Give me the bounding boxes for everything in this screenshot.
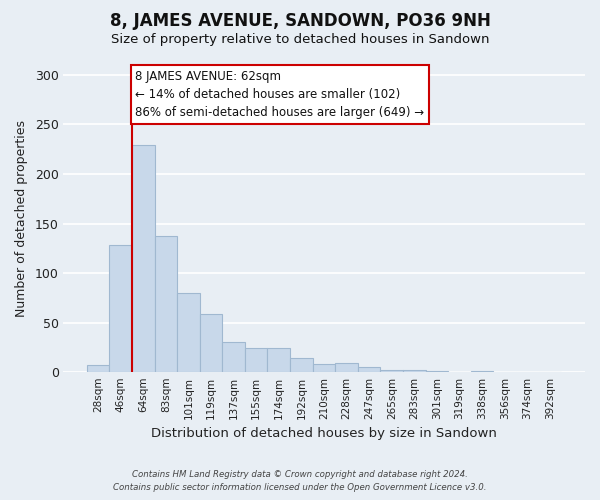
Bar [132,146,155,372]
Bar [380,370,403,372]
Bar [177,293,200,372]
Bar [155,236,177,372]
Bar [109,246,132,372]
Text: 8 JAMES AVENUE: 62sqm
← 14% of detached houses are smaller (102)
86% of semi-det: 8 JAMES AVENUE: 62sqm ← 14% of detached … [135,70,424,119]
Text: 8, JAMES AVENUE, SANDOWN, PO36 9NH: 8, JAMES AVENUE, SANDOWN, PO36 9NH [110,12,490,30]
Bar [200,314,223,372]
Bar [358,368,380,372]
Text: Size of property relative to detached houses in Sandown: Size of property relative to detached ho… [111,32,489,46]
Y-axis label: Number of detached properties: Number of detached properties [15,120,28,317]
Bar [245,348,268,372]
X-axis label: Distribution of detached houses by size in Sandown: Distribution of detached houses by size … [151,427,497,440]
Text: Contains HM Land Registry data © Crown copyright and database right 2024.
Contai: Contains HM Land Registry data © Crown c… [113,470,487,492]
Bar [313,364,335,372]
Bar [403,370,425,372]
Bar [87,366,109,372]
Bar [335,364,358,372]
Bar [223,342,245,372]
Bar [290,358,313,372]
Bar [268,348,290,372]
